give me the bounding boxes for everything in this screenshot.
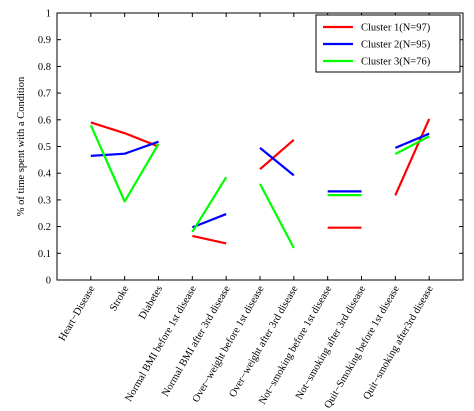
x-tick-label: Heart−Disease [57, 284, 98, 343]
y-tick-label: 0.9 [38, 35, 51, 46]
x-tick-label: Normal BMI after 3rd disease [160, 284, 233, 399]
series-2-segment [259, 146, 295, 177]
y-axis-ticks: 0 0.1 0.2 0.3 0.4 0.5 0.6 0.7 0.8 0.9 1 [38, 9, 463, 287]
y-tick-label: 0 [46, 276, 51, 287]
series-3-segment [259, 183, 295, 249]
x-tick-label: Quit−smoking after3rd disease [361, 284, 435, 402]
y-tick-label: 0.5 [38, 142, 51, 153]
legend-label: Cluster 1(N=97) [361, 23, 431, 34]
x-tick-label: Over−weight after 3rd disease [227, 284, 300, 400]
series-2-segment [90, 140, 159, 157]
series-1-segment [259, 138, 295, 171]
series-1-segment [394, 118, 431, 196]
y-tick-label: 1 [46, 9, 51, 20]
series-3-segment [89, 124, 160, 203]
series-1-segment [192, 234, 227, 245]
series-lines [89, 118, 431, 249]
y-tick-label: 0.6 [38, 115, 51, 126]
x-tick-label: Stroke [108, 284, 131, 314]
legend: Cluster 1(N=97) Cluster 2(N=95) Cluster 3(… [315, 14, 461, 73]
series-1-segment [90, 121, 159, 148]
series-2-segment [394, 132, 430, 149]
y-axis-label: % of time spent with a Condition [16, 76, 27, 216]
y-tick-label: 0.4 [38, 169, 52, 180]
y-tick-label: 0.7 [38, 89, 51, 100]
legend-label: Cluster 3(N=76) [361, 57, 431, 68]
y-tick-label: 0.8 [38, 62, 51, 73]
series-3-segment [394, 135, 430, 155]
series-3-segment [191, 176, 228, 233]
legend-label: Cluster 2(N=95) [361, 40, 431, 51]
series-2-segment [191, 213, 227, 229]
x-tick-label: Not−smoking after 3rd disease [294, 284, 368, 402]
y-tick-label: 0.2 [38, 222, 51, 233]
y-tick-label: 0.3 [38, 195, 51, 206]
y-tick-label: 0.1 [38, 249, 51, 260]
x-tick-label: Diabetes [137, 284, 165, 321]
